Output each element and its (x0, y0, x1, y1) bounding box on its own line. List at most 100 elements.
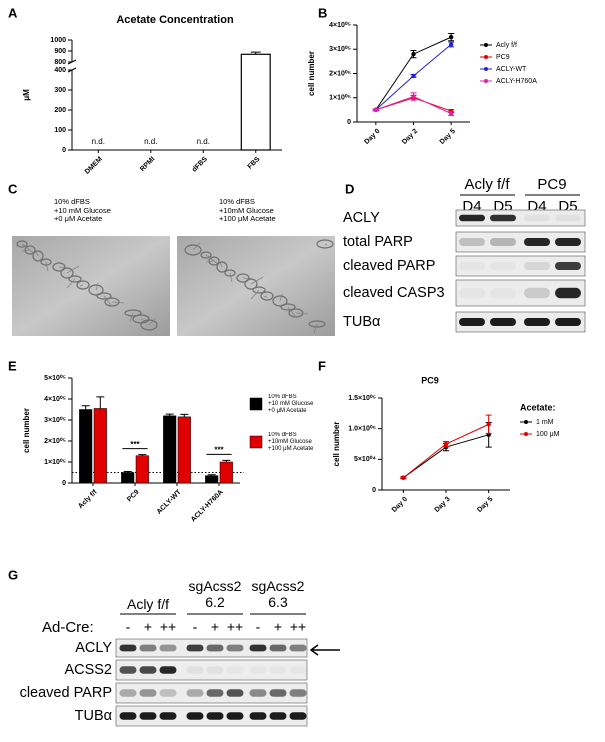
x-tick-label: Day 5 (439, 128, 457, 146)
legend-label: ACLY-H760A (496, 78, 537, 85)
point (448, 34, 454, 40)
cell (140, 319, 158, 331)
cell (104, 297, 120, 307)
chart-title: PC9 (421, 375, 439, 385)
lane-label: + (144, 619, 152, 635)
cell (260, 291, 274, 301)
cell-process (129, 312, 134, 323)
blot-group: sgAcss2 6.2 (188, 578, 242, 611)
cell (200, 251, 212, 259)
cell-process (250, 276, 264, 285)
point (486, 422, 491, 427)
cell-process (263, 295, 268, 298)
y-tick-label: 200 (54, 107, 66, 114)
row-label: TUBα (343, 314, 380, 330)
band (269, 644, 287, 652)
bar (135, 455, 149, 484)
y-tick-label: 5×10⁰⁵ (44, 374, 66, 382)
legend-label: 10% dFBS +10mM Glucose +100 μM Acetate (268, 432, 314, 452)
point (411, 51, 416, 57)
cell (96, 292, 112, 300)
x-tick-label: RPMI (139, 156, 156, 173)
band (490, 318, 516, 326)
band (139, 666, 157, 674)
legend-label: 1 mM (536, 419, 554, 426)
cell-process (21, 243, 35, 254)
cell-process (205, 254, 219, 265)
x-tick-label: Day 3 (434, 496, 452, 514)
lane-label: ++ (290, 619, 306, 635)
y-tick-label: 2×10⁰⁵ (44, 437, 66, 445)
blot-strip (115, 659, 308, 681)
y-tick-label: 4×10⁰⁵ (44, 395, 66, 403)
x-tick-label: Day 5 (476, 496, 494, 514)
y-tick-label: 5×10⁰⁴ (354, 455, 377, 463)
cell-process (148, 317, 157, 326)
chart-title: Acetate Concentration (116, 14, 234, 26)
row-label: cleaved PARP (20, 685, 112, 701)
legend-marker (484, 55, 488, 59)
y-tick-label: 300 (54, 87, 66, 94)
band (186, 712, 204, 720)
band (226, 689, 244, 697)
arrow (309, 644, 340, 656)
cell-process (111, 301, 125, 304)
cell (124, 309, 142, 317)
band (459, 262, 485, 270)
cell-process (95, 282, 99, 291)
band (289, 689, 307, 697)
bar (93, 408, 107, 484)
legend-marker (484, 67, 488, 71)
legend-label: Acly f/f (496, 42, 517, 49)
x-tick-label: PC9 (126, 489, 141, 504)
row-label: ACLY (75, 640, 112, 656)
band (555, 287, 581, 299)
y-tick-label: 1.5×10⁰⁵ (348, 394, 376, 402)
band (139, 689, 157, 697)
row-label: TUBα (75, 708, 112, 724)
band (490, 238, 516, 246)
blot-strip (455, 231, 586, 253)
y-tick-label: 3×10⁰⁵ (44, 416, 66, 424)
band (490, 288, 516, 298)
band (270, 666, 287, 674)
value-label: n.d. (197, 137, 210, 146)
band (159, 666, 177, 674)
y-tick-label: 800 (54, 59, 66, 66)
band (119, 712, 137, 720)
y-axis-label: μM (22, 89, 31, 101)
blot-strip (455, 255, 586, 277)
cell (316, 239, 334, 249)
legend-title: Acetate: (520, 402, 556, 412)
cell-process (218, 259, 223, 268)
lane-label: ++ (160, 619, 176, 635)
cell-process (140, 318, 144, 321)
band (186, 644, 204, 652)
band (524, 262, 550, 270)
point (411, 73, 416, 79)
band (290, 666, 307, 674)
panel-letter: C (8, 181, 18, 196)
band (119, 644, 137, 652)
bar (121, 472, 135, 484)
annotation: *** (214, 445, 224, 454)
band (459, 214, 485, 222)
cell-process (192, 242, 201, 251)
band (269, 689, 287, 697)
band (555, 262, 581, 270)
blot-group-box: sgAcss2 6.3 (252, 578, 305, 610)
cell (40, 258, 52, 266)
point (448, 42, 454, 47)
cell (216, 261, 228, 273)
x-tick-label: Day 0 (391, 496, 409, 514)
x-tick-label: Day 2 (401, 128, 419, 146)
band (159, 689, 177, 697)
y-tick-label: 100 (54, 127, 66, 134)
band (206, 689, 224, 697)
point (443, 441, 449, 447)
cell-process (250, 289, 260, 300)
y-tick-label: 2×10⁰⁵ (329, 69, 351, 77)
lane-label: ++ (227, 619, 243, 635)
legend-label-box: 10% dFBS +10mM Glucose +100 μM Acetate (268, 432, 314, 452)
